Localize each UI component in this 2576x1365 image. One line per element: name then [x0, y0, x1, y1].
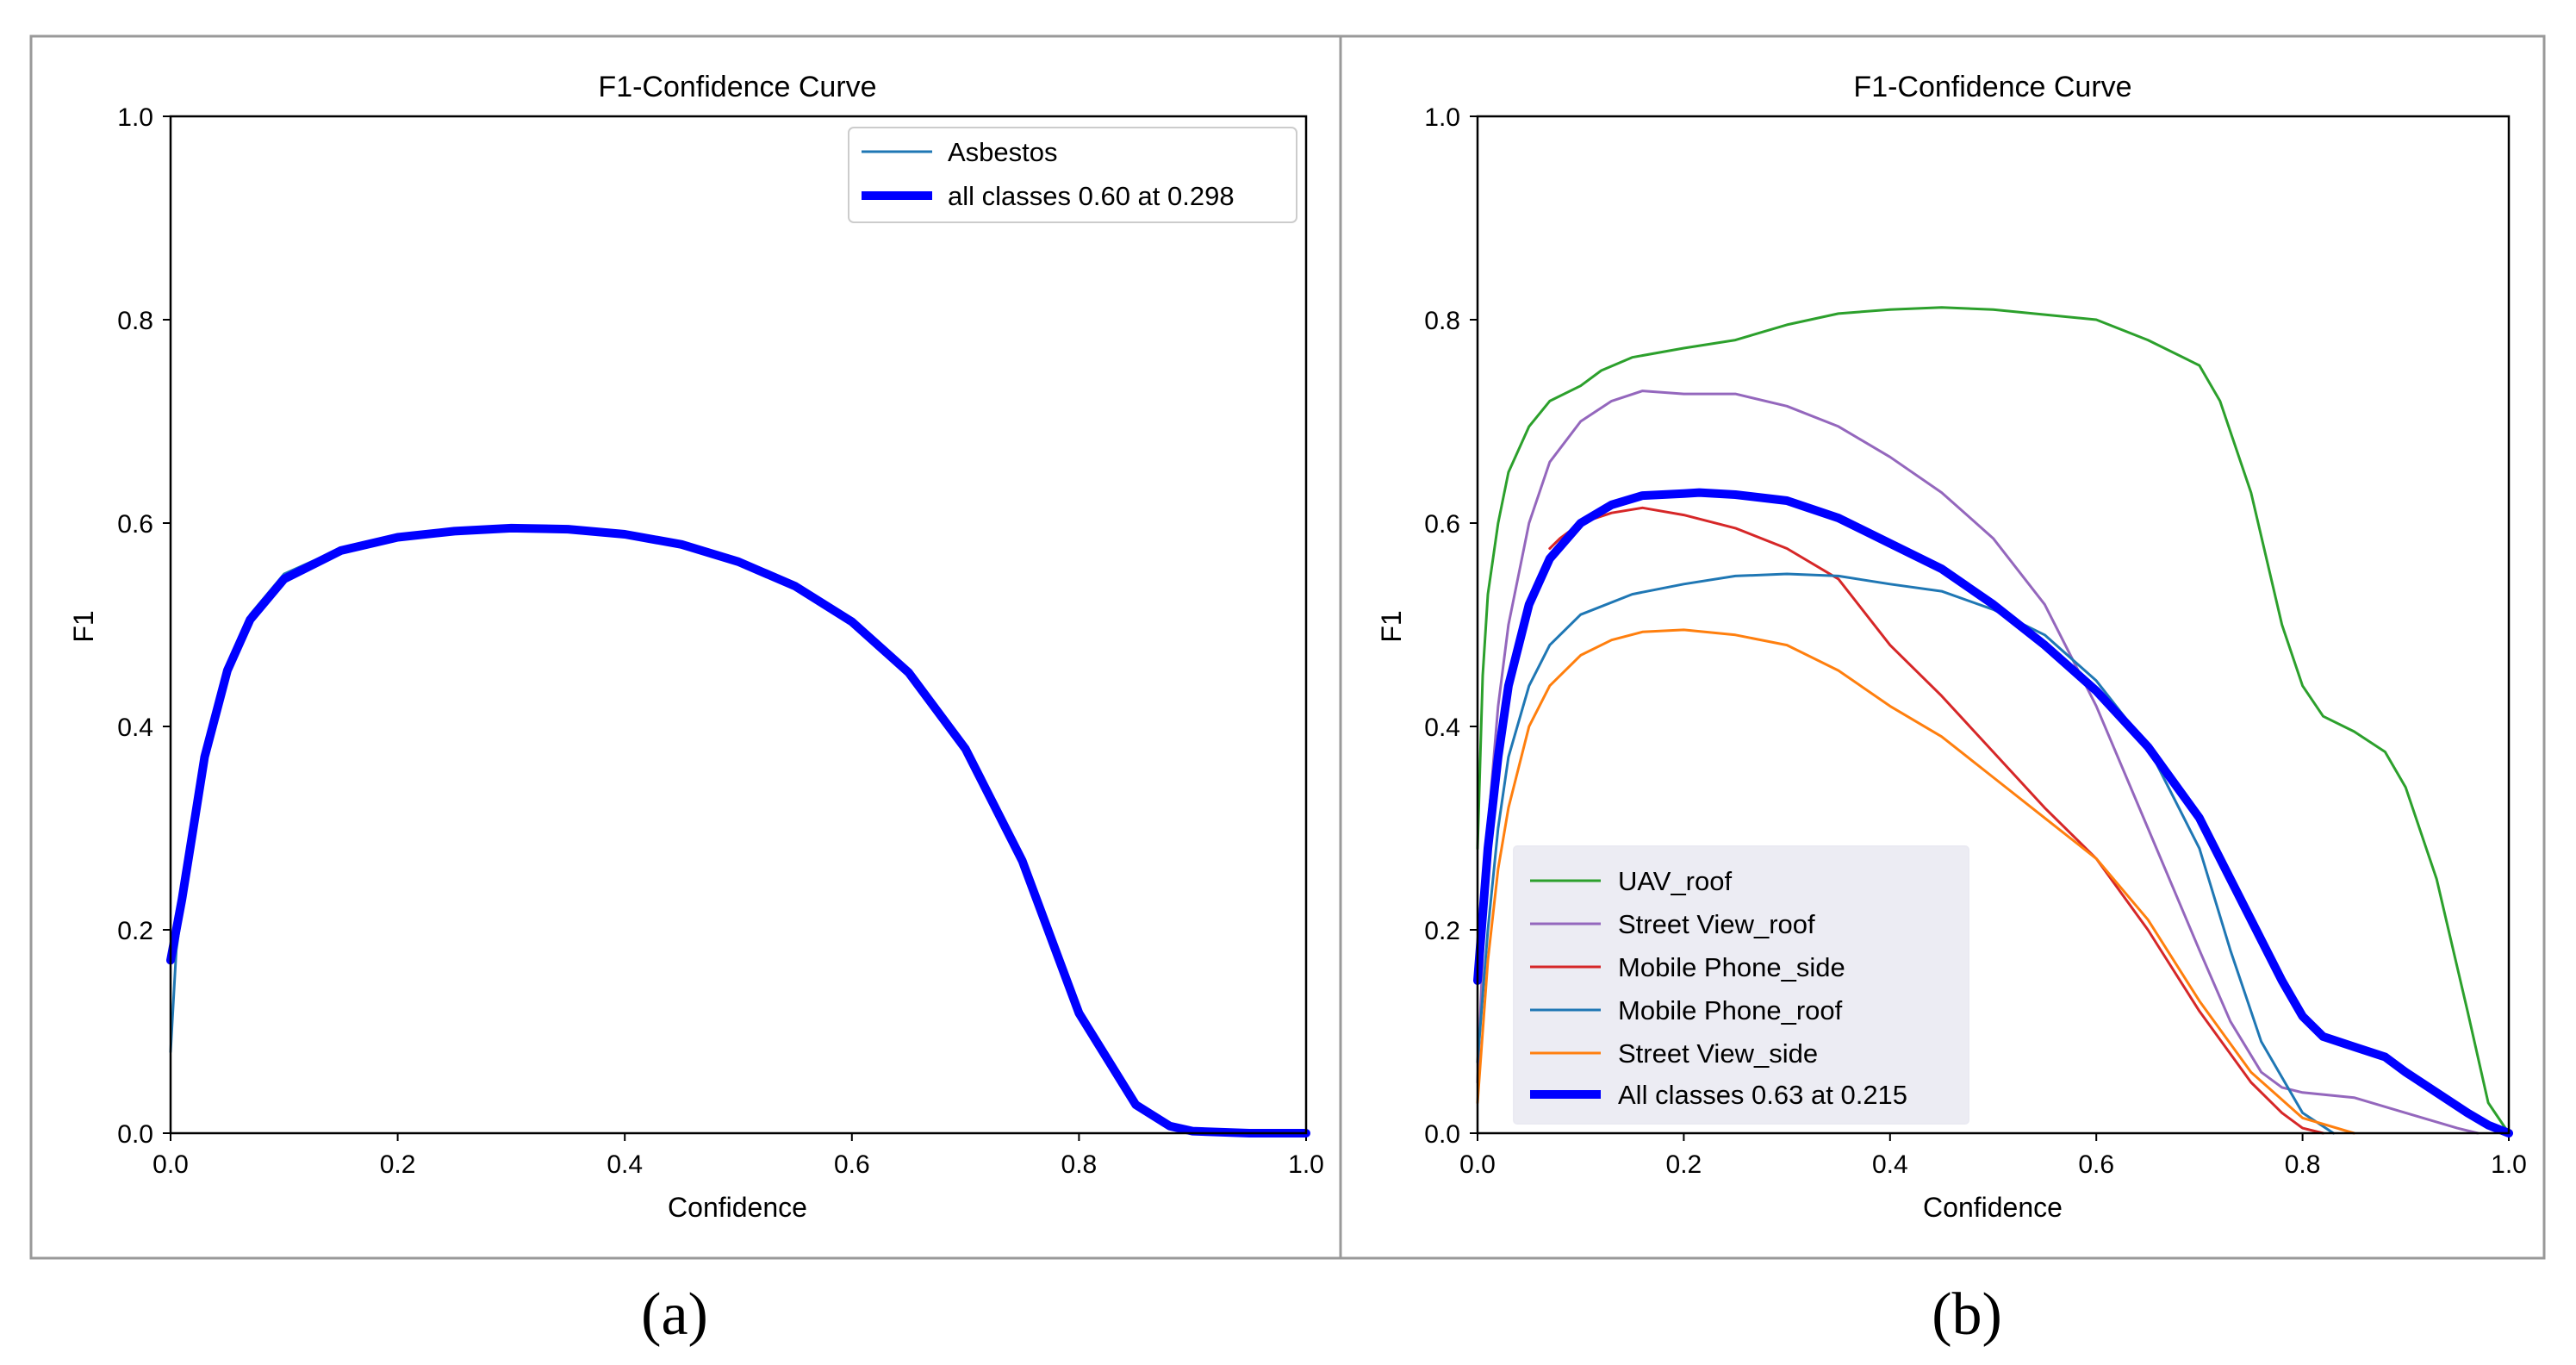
panel-b-xtick-label-5: 1.0: [2491, 1150, 2527, 1179]
panel-b-ytick-label-0: 0.0: [1424, 1120, 1460, 1149]
panel-a-xlabel: Confidence: [668, 1192, 807, 1223]
panel-a-series-all-classes-0-60-at-0-298: [166, 523, 1310, 1138]
legend-label-all-classes-a: all classes 0.60 at 0.298: [948, 181, 1235, 211]
legend-label-street-view-roof: Street View_roof: [1618, 909, 1815, 939]
legend-label-mobile-phone-roof: Mobile Phone_roof: [1618, 995, 1843, 1025]
panel-b-series-street-view-side: [1476, 628, 2355, 1135]
panel-b-series-all-classes-0-63-at-0-215: [1473, 488, 2513, 1138]
panel-a-series-group: [166, 523, 1310, 1138]
panel-b-ylabel: F1: [1376, 610, 1407, 642]
panel-a-series-asbestos: [169, 526, 1308, 1135]
panel-a-chart: F1-Confidence Curve Confidence F1 0.0 0.2…: [68, 71, 1324, 1348]
panel-b-series-mobile-phone-roof: [1476, 572, 2335, 1135]
panel-a-xtick-label-5: 1.0: [1288, 1150, 1324, 1179]
panel-b-xtick-label-3: 0.6: [2078, 1150, 2114, 1179]
panel-b-series-mobile-phone-side: [1548, 506, 2324, 1135]
panel-a-ticks: 0.0 0.2 0.4 0.6 0.8 1.0 0.0 0.2 0.4 0.6 0.8 1.0: [117, 103, 1324, 1179]
legend-label-all-classes-b: All classes 0.63 at 0.215: [1618, 1080, 1907, 1110]
panel-b-caption: (b): [1932, 1281, 2002, 1348]
panel-a-legend: Asbestos all classes 0.60 at 0.298: [848, 127, 1297, 223]
panel-a-caption: (a): [641, 1281, 708, 1348]
panel-b-ytick-label-2: 0.4: [1424, 714, 1460, 742]
panel-a-xtick-label-2: 0.4: [607, 1150, 643, 1179]
panel-b-xtick-label-4: 0.8: [2285, 1150, 2321, 1179]
legend-label-street-view-side: Street View_side: [1618, 1038, 1818, 1069]
panel-b-legend-box: [1513, 845, 1969, 1125]
panel-b-xtick-label-1: 0.2: [1666, 1150, 1702, 1179]
panel-b-ytick-label-1: 0.2: [1424, 917, 1460, 945]
panel-b-series-street-view-roof: [1476, 390, 2480, 1135]
panel-b-chart: F1-Confidence Curve Confidence F1 0.0 0.2…: [1376, 71, 2527, 1348]
panel-b-ytick-label-3: 0.6: [1424, 510, 1460, 539]
panel-a-axes-frame: [169, 115, 1308, 1135]
panel-a-ylabel: F1: [68, 610, 99, 642]
panel-a-xtick-label-1: 0.2: [380, 1150, 416, 1179]
panel-b-xtick-label-2: 0.4: [1872, 1150, 1908, 1179]
panel-b-axes-frame: [1476, 115, 2511, 1135]
panel-b-ticks: 0.0 0.2 0.4 0.6 0.8 1.0 0.0 0.2 0.4 0.6 0.8 1.0: [1424, 103, 2527, 1179]
panel-b-title: F1-Confidence Curve: [1853, 71, 2131, 103]
panel-a-ytick-label-0: 0.0: [117, 1120, 153, 1149]
panel-a-xtick-label-3: 0.6: [834, 1150, 870, 1179]
outer-frame: [29, 34, 2546, 1260]
panel-b-ytick-label-5: 1.0: [1424, 103, 1460, 132]
legend-label-asbestos: Asbestos: [948, 137, 1058, 167]
panel-a-ytick-label-5: 1.0: [117, 103, 153, 132]
panel-a-xtick-label-0: 0.0: [152, 1150, 189, 1179]
panel-a-ytick-label-4: 0.8: [117, 307, 153, 335]
panel-a-title: F1-Confidence Curve: [598, 71, 876, 103]
panel-a-ytick-label-2: 0.4: [117, 714, 153, 742]
panel-a-ytick-label-1: 0.2: [117, 917, 153, 945]
panel-b-ytick-label-4: 0.8: [1424, 307, 1460, 335]
panel-b-legend: UAV_roof Street View_roof Mobile Phone_s…: [1513, 845, 1969, 1125]
panel-b-series-uav-roof: [1476, 306, 2511, 1135]
panel-b-series-group: [1473, 306, 2513, 1138]
panel-a-legend-box: [848, 127, 1297, 223]
panel-b-xtick-label-0: 0.0: [1459, 1150, 1496, 1179]
legend-label-mobile-phone-side: Mobile Phone_side: [1618, 952, 1845, 982]
panel-a-ytick-label-3: 0.6: [117, 510, 153, 539]
legend-label-uav-roof: UAV_roof: [1618, 866, 1732, 896]
panel-a-xtick-label-4: 0.8: [1061, 1150, 1098, 1179]
panel-b-xlabel: Confidence: [1923, 1192, 2063, 1223]
